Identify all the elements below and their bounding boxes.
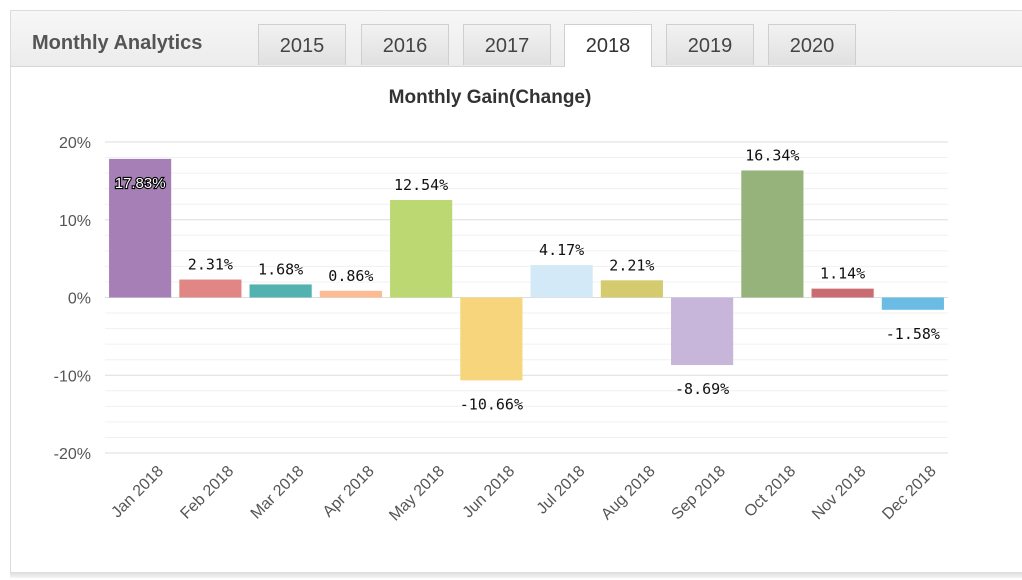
x-tick-label: Sep 2018 <box>668 463 729 524</box>
data-label: 2.21% <box>609 256 654 274</box>
grid-lines <box>105 141 948 454</box>
panel-shadow <box>10 572 1022 578</box>
bar[interactable] <box>881 297 944 310</box>
data-label: 0.86% <box>328 267 373 285</box>
y-tick-label: 10% <box>59 213 91 230</box>
data-label: -1.58% <box>886 325 940 343</box>
data-label: -8.69% <box>675 380 729 398</box>
tab-2019[interactable]: 2019 <box>666 24 754 65</box>
x-tick-label: Apr 2018 <box>320 463 378 521</box>
data-label: 4.17% <box>539 241 584 259</box>
x-tick-label: Dec 2018 <box>879 463 940 524</box>
data-label: 17.83% <box>115 175 166 192</box>
bar[interactable] <box>671 297 734 366</box>
bar[interactable] <box>460 297 523 381</box>
x-tick-label: Jun 2018 <box>460 463 519 522</box>
x-tick-label: Jul 2018 <box>534 463 589 518</box>
y-tick-label: 20% <box>59 135 91 152</box>
bar[interactable] <box>530 265 593 298</box>
x-tick-label: Mar 2018 <box>248 463 308 523</box>
data-label: 12.54% <box>394 176 448 194</box>
tab-2015[interactable]: 2015 <box>258 24 346 65</box>
data-label: 1.14% <box>820 265 865 283</box>
x-tick-label: Feb 2018 <box>177 463 237 523</box>
tab-2020[interactable]: 2020 <box>768 24 856 65</box>
panel-header: Monthly Analytics 2015 2016 2017 2018 20… <box>11 11 1022 67</box>
y-tick-label: -10% <box>54 368 91 385</box>
panel-title: Monthly Analytics <box>32 32 203 54</box>
bar[interactable] <box>249 284 312 298</box>
bars <box>109 158 944 381</box>
tab-2018[interactable]: 2018 <box>564 24 652 67</box>
x-axis: Jan 2018 Feb 2018 Mar 2018 Apr 2018 May 2018… <box>108 463 939 525</box>
x-tick-label: Jan 2018 <box>108 463 167 522</box>
y-tick-label: -20% <box>54 446 91 463</box>
data-label: 16.34% <box>745 146 799 164</box>
data-label: 2.31% <box>188 256 233 274</box>
chart-title: Monthly Gain(Change) <box>389 87 592 108</box>
bar[interactable] <box>179 279 242 298</box>
bar[interactable] <box>600 280 663 298</box>
bar[interactable] <box>390 200 453 298</box>
x-tick-label: May 2018 <box>386 463 448 525</box>
tab-2017[interactable]: 2017 <box>463 24 551 65</box>
bar[interactable] <box>741 170 804 298</box>
bar[interactable] <box>319 290 382 298</box>
tab-2016[interactable]: 2016 <box>361 24 449 65</box>
data-label: 1.68% <box>258 260 303 278</box>
x-tick-label: Oct 2018 <box>741 463 799 521</box>
x-tick-label: Nov 2018 <box>809 463 870 524</box>
x-tick-label: Aug 2018 <box>598 463 659 524</box>
data-label: -10.66% <box>460 395 523 413</box>
bar[interactable] <box>811 288 874 298</box>
data-labels: 17.83% 2.31% 1.68% 0.86% 12.54% -10.66% 4.17% 2… <box>114 146 940 413</box>
y-tick-label: 0% <box>68 291 91 308</box>
y-axis: 20% 10% 0% -10% -20% <box>54 135 91 463</box>
bar[interactable] <box>109 158 172 298</box>
